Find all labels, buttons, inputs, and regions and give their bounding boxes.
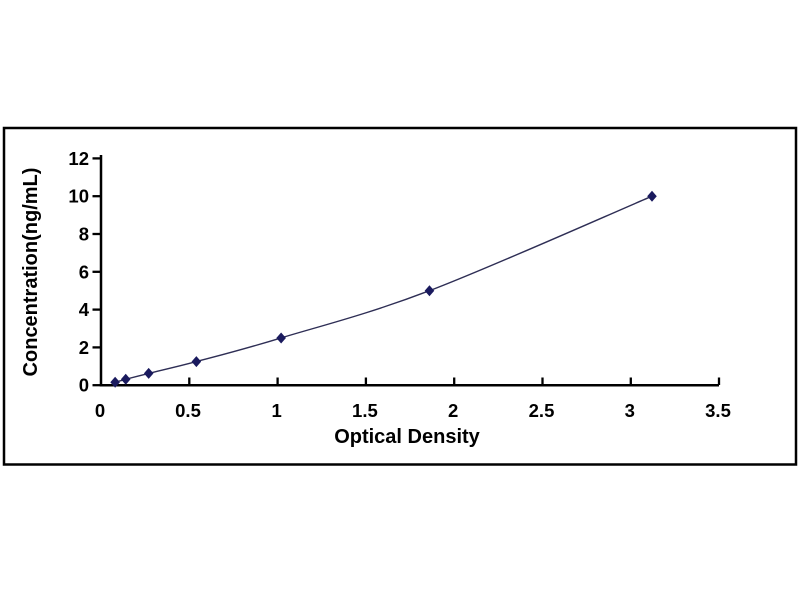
y-axis-title: Concentration(ng/mL) xyxy=(20,168,42,377)
x-tick-label: 2.5 xyxy=(529,400,555,421)
data-point-marker xyxy=(424,285,435,297)
data-point-marker xyxy=(110,376,120,388)
y-tick-label: 10 xyxy=(68,186,89,207)
data-point-marker xyxy=(120,373,131,385)
data-point-marker xyxy=(647,190,657,202)
x-tick-label: 1 xyxy=(271,400,281,421)
y-tick-label: 12 xyxy=(68,148,89,169)
x-tick-label: 0 xyxy=(95,400,105,421)
y-tick-label: 4 xyxy=(79,299,90,320)
y-tick-label: 8 xyxy=(79,224,89,245)
y-tick-label: 6 xyxy=(79,261,89,282)
data-point-marker xyxy=(276,332,286,344)
data-point-marker xyxy=(191,356,202,368)
y-tick-labels: 12 10 8 6 4 2 0 xyxy=(68,148,89,396)
x-ticks xyxy=(188,377,721,385)
y-ticks xyxy=(92,157,100,387)
x-tick-label: 0.5 xyxy=(175,400,201,421)
y-tick-label: 2 xyxy=(79,337,89,358)
x-tick-label: 1.5 xyxy=(352,400,378,421)
x-axis-title: Optical Density xyxy=(334,426,480,448)
x-tick-label: 3 xyxy=(625,400,635,421)
data-point-marker xyxy=(143,367,154,379)
data-point-markers xyxy=(110,190,657,388)
chart-frame-border xyxy=(2,126,798,466)
x-tick-label: 3.5 xyxy=(705,400,731,421)
x-tick-label: 2 xyxy=(448,400,458,421)
axes xyxy=(99,155,719,387)
x-tick-labels: 0 0.5 1 1.5 2 2.5 3 3.5 xyxy=(95,400,731,421)
y-tick-label: 0 xyxy=(79,375,89,396)
